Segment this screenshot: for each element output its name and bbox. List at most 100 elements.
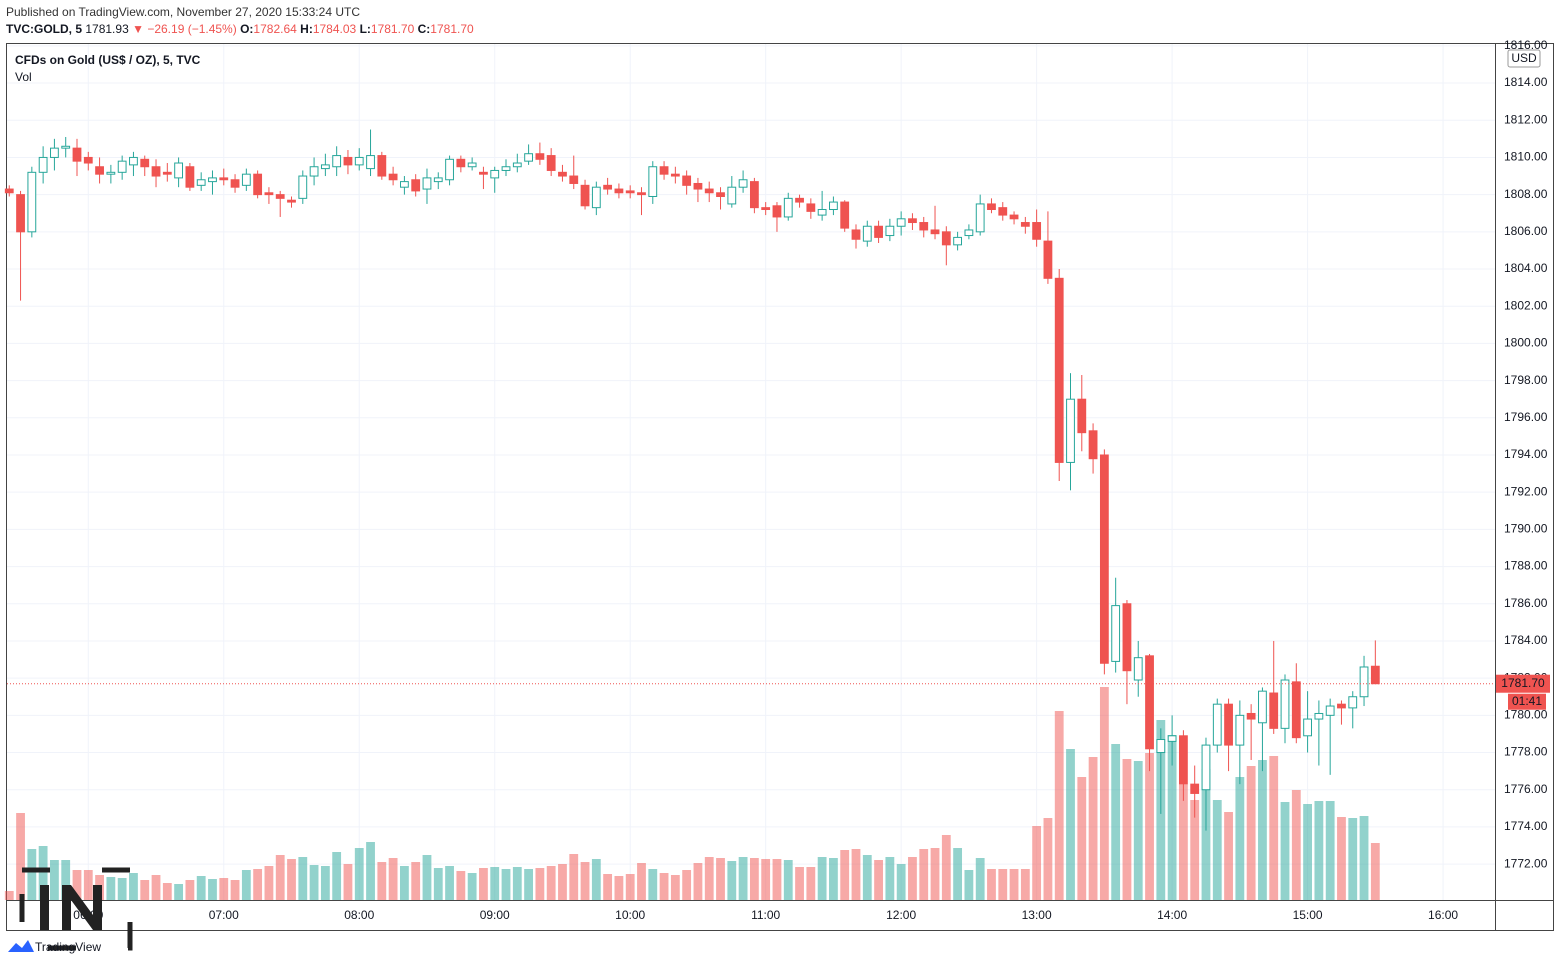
candle-body — [83, 156, 93, 164]
volume-bar — [1122, 759, 1132, 900]
candle-body — [241, 173, 251, 186]
x-tick-label: 16:00 — [1428, 908, 1458, 922]
volume-bar — [16, 813, 25, 900]
candle-body — [693, 182, 703, 190]
volume-bar — [479, 868, 488, 900]
volume-label: Vol — [15, 70, 32, 84]
currency: USD — [1511, 51, 1537, 65]
volume-bar — [749, 858, 759, 900]
candle-body — [851, 229, 861, 240]
volume-bar — [219, 878, 229, 900]
y-tick-label: 1796.00 — [1504, 410, 1548, 424]
volume-bar — [1269, 756, 1279, 900]
candle-body — [524, 153, 533, 162]
x-tick-label: 15:00 — [1293, 908, 1323, 922]
candle-body — [829, 201, 838, 211]
candle-body — [761, 207, 771, 211]
volume-bar — [4, 891, 14, 900]
volume-bar — [964, 870, 974, 900]
volume-bar — [648, 869, 658, 900]
volume-bar — [558, 864, 567, 900]
volume-bar — [433, 868, 443, 900]
y-tick-label: 1806.00 — [1504, 224, 1548, 238]
y-tick-label: 1786.00 — [1504, 596, 1548, 610]
candle-body — [264, 192, 274, 196]
candle-body — [117, 160, 127, 173]
candle-body — [1190, 783, 1200, 794]
volume-bar — [399, 866, 409, 900]
y-tick-label: 1788.00 — [1504, 559, 1548, 573]
x-tick-label: 08:00 — [344, 908, 374, 922]
candle-body — [535, 153, 545, 160]
volume-bar — [546, 866, 556, 900]
volume-bar — [862, 855, 872, 900]
candle-body — [4, 188, 14, 194]
y-tick-label: 1810.00 — [1504, 150, 1548, 164]
axes: 06:0007:0008:0009:0010:0011:0012:0013:00… — [73, 38, 1550, 922]
volume-bar — [659, 873, 669, 900]
volume-bar — [467, 873, 477, 900]
volume-bar — [1066, 749, 1075, 900]
candle-body — [253, 173, 263, 196]
y-tick-label: 1792.00 — [1504, 484, 1548, 498]
volume-bar — [1303, 804, 1312, 900]
volume-bar — [366, 842, 375, 900]
candle-body — [129, 156, 138, 166]
frame — [6, 43, 1554, 931]
volume-bar — [637, 863, 646, 900]
candle-body — [1066, 398, 1075, 463]
candle-body — [896, 218, 906, 227]
candle-body — [309, 166, 319, 177]
candle-body — [411, 179, 421, 192]
currency-box — [1507, 49, 1541, 68]
candle-body — [151, 166, 161, 177]
volume-bar — [501, 869, 511, 900]
candle-body — [840, 201, 850, 229]
candle-body — [490, 169, 500, 179]
volume-bar — [1280, 802, 1290, 900]
candle-body — [603, 184, 613, 190]
y-tick-label: 1790.00 — [1504, 522, 1548, 536]
volume-bar — [1258, 760, 1267, 900]
volume-bar — [38, 846, 48, 900]
countdown-box — [1508, 693, 1546, 710]
candle-body — [106, 171, 116, 175]
volume-bar — [512, 867, 522, 900]
volume-bar — [919, 849, 929, 900]
candle-body — [1212, 703, 1222, 746]
high: 1784.03 — [312, 22, 357, 36]
candle-body — [433, 177, 443, 183]
volume-bar — [1246, 766, 1256, 900]
volume-bar — [614, 876, 624, 900]
low: 1781.70 — [370, 22, 415, 36]
volume-bar — [1133, 761, 1143, 900]
candle-body — [61, 145, 71, 149]
last: 1781.93 — [85, 22, 129, 36]
candle-body — [975, 203, 985, 233]
candle-body — [941, 231, 951, 246]
volume-bar — [524, 869, 533, 900]
candle-body — [1258, 690, 1267, 724]
candle-body — [38, 156, 48, 173]
watermark-i — [40, 885, 49, 930]
candle-body — [230, 179, 240, 188]
volume-bar — [1167, 735, 1177, 900]
candle-body — [399, 181, 409, 188]
close: 1781.70 — [430, 22, 474, 36]
volume-bar — [343, 864, 353, 900]
y-tick-label: 1794.00 — [1504, 447, 1548, 461]
candle-body — [1122, 603, 1132, 672]
candle-body — [716, 192, 725, 197]
volume-bar — [840, 850, 850, 900]
x-tick-label: 12:00 — [886, 908, 916, 922]
volume-bar — [61, 860, 71, 900]
volume-bar — [332, 852, 342, 900]
symbol: TVC:GOLD, 5 — [6, 22, 83, 36]
volume-bar — [975, 858, 985, 900]
volume-bar — [174, 884, 184, 900]
volume-bar — [309, 865, 319, 900]
candle-body — [1077, 398, 1087, 434]
y-tick-label: 1784.00 — [1504, 633, 1548, 647]
candle-body — [783, 197, 793, 218]
watermark-frame — [19, 867, 133, 951]
